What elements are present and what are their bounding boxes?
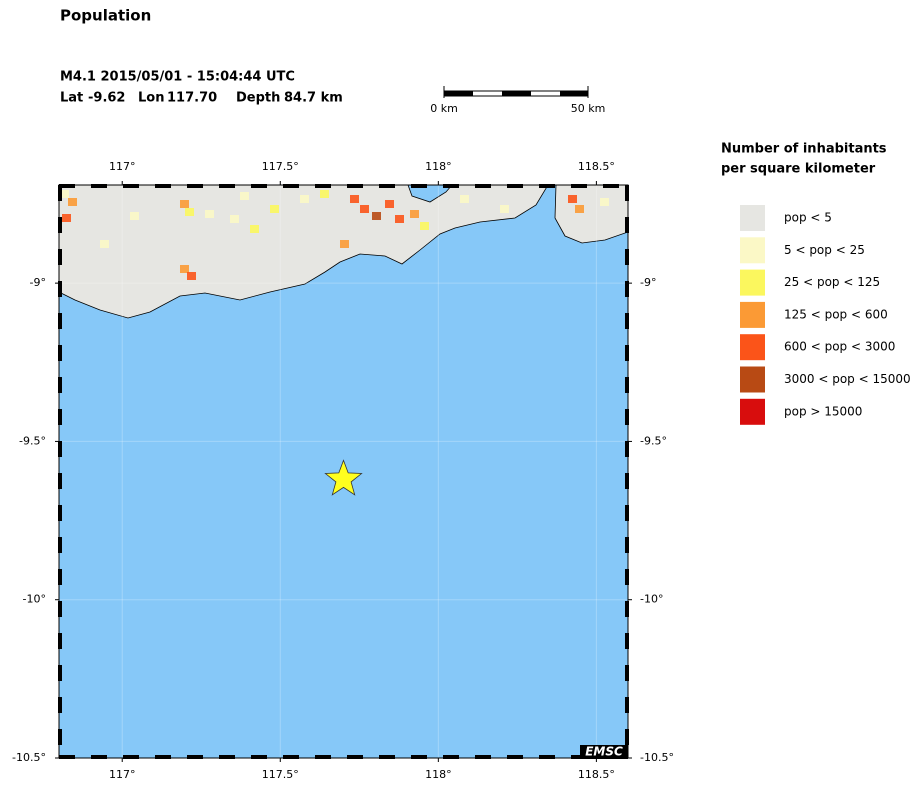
population-cell: [420, 222, 429, 230]
legend-label: 600 < pop < 3000: [784, 340, 895, 354]
population-cell: [270, 205, 279, 213]
x-tick-label: 118.5°: [578, 160, 615, 173]
population-cell: [460, 195, 469, 203]
population-cell: [240, 192, 249, 200]
legend-label: pop > 15000: [784, 404, 862, 418]
population-cell: [340, 240, 349, 248]
population-cell: [100, 240, 109, 248]
x-tick-label: 117°: [109, 160, 136, 173]
legend-swatch: [740, 205, 765, 231]
scale-start: 0 km: [430, 102, 458, 115]
legend-label: pop < 5: [784, 211, 832, 225]
legend-title: Number of inhabitants: [721, 142, 887, 157]
y-tick-label: -9.5°: [19, 434, 46, 447]
epicenter: [324, 459, 363, 496]
x-tick-label: 118.5°: [578, 768, 615, 781]
depth-value: 84.7 km: [284, 91, 343, 106]
title: Population: [60, 7, 151, 25]
population-cell: [130, 212, 139, 220]
y-tick-label: -10.5°: [12, 751, 46, 764]
legend-swatch: [740, 237, 765, 264]
population-cell: [360, 205, 369, 213]
population-cell: [300, 195, 309, 203]
population-cells: [60, 190, 609, 280]
population-cell: [350, 195, 359, 203]
legend-swatch: [740, 334, 765, 361]
lat-value: -9.62: [88, 91, 125, 106]
population-cell: [575, 205, 584, 213]
population-cell: [385, 200, 394, 208]
population-cell: [180, 200, 189, 208]
x-tick-label: 118°: [425, 160, 452, 173]
population-cell: [187, 272, 196, 280]
legend-label: 5 < pop < 25: [784, 243, 865, 257]
scale-bar: [443, 86, 589, 98]
event-line: M4.1 2015/05/01 - 15:04:44 UTC: [60, 70, 295, 85]
population-cell: [250, 225, 259, 233]
population-cell: [600, 198, 609, 206]
legend-label: 3000 < pop < 15000: [784, 372, 911, 386]
population-cell: [185, 208, 194, 216]
x-tick-label: 117.5°: [262, 160, 299, 173]
frame: [58, 184, 629, 759]
legend-swatch: [740, 398, 765, 425]
population-cell: [568, 195, 577, 203]
population-cell: [372, 212, 381, 220]
population-cell: [60, 190, 69, 198]
legend-swatch: [740, 269, 765, 296]
credit: EMSC: [585, 745, 623, 759]
population-cell: [205, 210, 214, 218]
legend-title: per square kilometer: [721, 162, 876, 177]
legend-label: 25 < pop < 125: [784, 275, 880, 289]
x-tick-label: 117.5°: [262, 768, 299, 781]
legend-swatch: [740, 301, 765, 328]
population-cell: [395, 215, 404, 223]
population-cell: [500, 205, 509, 213]
depth-label: Depth: [236, 91, 280, 106]
y-tick-label: -10.5°: [640, 751, 674, 764]
legend-label: 125 < pop < 600: [784, 307, 888, 321]
population-cell: [230, 215, 239, 223]
population-cell: [320, 190, 329, 198]
legend-swatch: [740, 366, 765, 393]
y-tick-label: -9°: [30, 276, 46, 289]
lat-label: Lat: [60, 91, 83, 106]
y-tick-label: -9°: [640, 276, 656, 289]
x-tick-label: 117°: [109, 768, 136, 781]
y-tick-label: -9.5°: [640, 434, 667, 447]
y-tick-label: -10°: [640, 593, 663, 606]
y-tick-label: -10°: [23, 593, 46, 606]
credit-box: [580, 745, 628, 759]
lon-value: 117.70: [167, 91, 217, 106]
x-tick-label: 118°: [425, 768, 452, 781]
population-cell: [180, 265, 189, 273]
lon-label: Lon: [138, 91, 164, 106]
scale-end: 50 km: [571, 102, 606, 115]
population-cell: [68, 198, 77, 206]
population-cell: [410, 210, 419, 218]
population-cell: [62, 214, 71, 222]
